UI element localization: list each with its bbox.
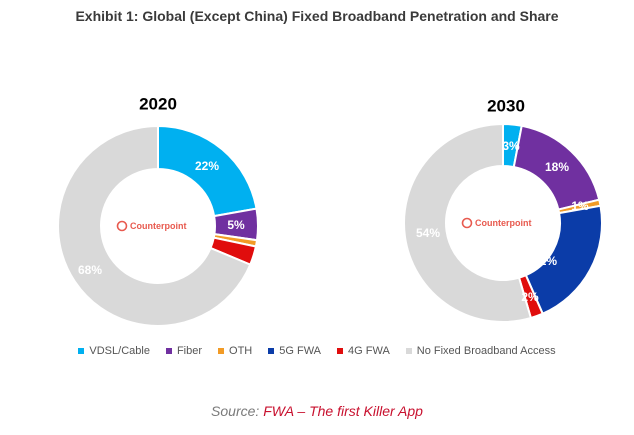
data-label-2030-5g-fwa: 21% [533,254,557,268]
data-label-2030-vdsl-cable: 3% [502,139,520,153]
legend-label-no-fixed-broadband-access: No Fixed Broadband Access [416,345,556,357]
legend-item-no-fixed-broadband-access: No Fixed Broadband Access [405,345,556,357]
legend-swatch-no-fixed-broadband-access [405,348,412,354]
legend-label-5g-fwa: 5G FWA [279,345,322,357]
donut-2030: 3% 18% 1% 21% 2% 54% 2030 Counterpoint [403,96,603,323]
data-label-2030-oth: 1% [571,199,589,213]
donut-2020: 22% 5% 68% 2020 Counterpoint [57,94,259,327]
legend-label-4g-fwa: 4G FWA [348,345,390,357]
chart-year-title-2030: 2030 [487,96,525,115]
legend-swatch-fiber [165,348,172,354]
watermark-text: Counterpoint [130,221,187,231]
chart-year-title-2020: 2020 [139,94,177,113]
data-label-2030-no-fixed-broadband-access: 54% [416,226,440,240]
source-prefix: Source: [211,403,260,419]
legend-item-vdsl-cable: VDSL/Cable [78,345,150,357]
slice-2020-no-fixed-broadband-access [57,124,252,327]
slice-2030-no-fixed-broadband-access [403,122,533,323]
counterpoint-logo: Counterpoint [461,217,532,229]
legend-swatch-5g-fwa [268,348,275,354]
data-label-2020-fiber: 5% [227,218,245,232]
legend-swatch-4g-fwa [337,348,344,354]
chart-title: Exhibit 1: Global (Except China) Fixed B… [75,8,559,24]
data-label-2030-4g-fwa: 2% [521,290,539,304]
watermark-text: Counterpoint [475,218,532,228]
legend-item-oth: OTH [218,345,252,357]
legend-item-fiber: Fiber [165,345,203,357]
data-label-2030-fiber: 18% [545,160,569,174]
source-line: Source: FWA – The first Killer App [0,403,634,419]
data-label-2020-no-fixed-broadband-access: 68% [78,263,102,277]
legend-item-4g-fwa: 4G FWA [337,345,390,357]
legend-swatch-oth [218,348,225,354]
legend: VDSL/Cable Fiber OTH 5G FWA 4G FWA No Fixed B… [0,345,634,357]
legend-label-fiber: Fiber [176,345,203,357]
legend-label-oth: OTH [229,345,253,357]
counterpoint-logo: Counterpoint [116,220,187,232]
legend-swatch-vdsl-cable [78,348,85,354]
data-label-2020-vdsl-cable: 22% [195,159,219,173]
legend-label-vdsl-cable: VDSL/Cable [89,345,150,357]
source-title: FWA – The first Killer App [263,403,423,419]
legend-item-5g-fwa: 5G FWA [268,345,321,357]
